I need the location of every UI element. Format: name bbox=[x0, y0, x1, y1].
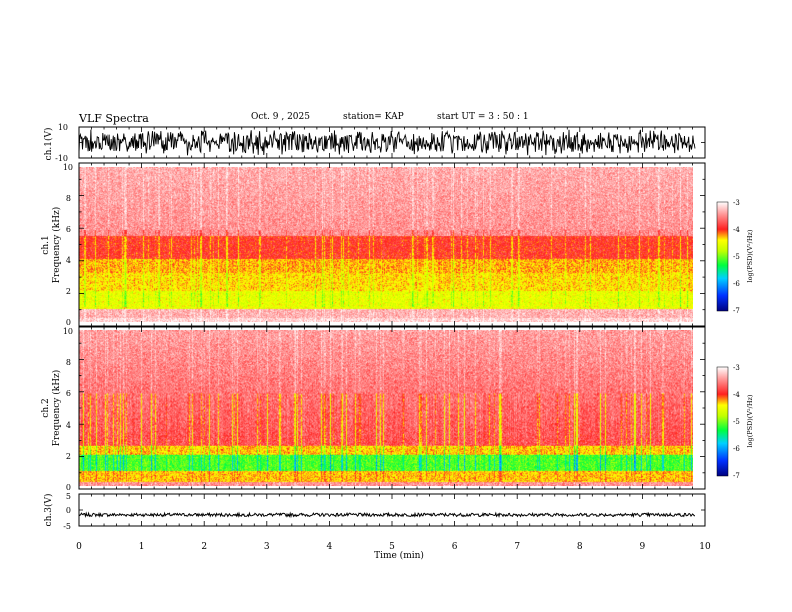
x-tick-label: 2 bbox=[201, 542, 207, 552]
ch1-colorbar-tick: -5 bbox=[733, 253, 740, 261]
ch2-colorbar bbox=[716, 366, 729, 477]
x-tick-label: 9 bbox=[640, 542, 646, 552]
x-tick-label: 4 bbox=[327, 542, 333, 552]
ch2-spec-ytick: 0 bbox=[66, 483, 71, 492]
ch2-colorbar-tick: -4 bbox=[733, 391, 740, 399]
ch1-colorbar-tick: -3 bbox=[733, 199, 740, 207]
ch1-spec-ytick: 2 bbox=[66, 287, 71, 296]
ch3-wave-ytick-top: 5 bbox=[66, 492, 71, 501]
x-tick-label: 7 bbox=[514, 542, 520, 552]
x-tick-label: 5 bbox=[389, 542, 395, 552]
date-label: Oct. 9 , 2025 bbox=[251, 112, 310, 122]
ch2-colorbar-tick: -3 bbox=[733, 364, 740, 372]
ch1-spec-ytick: 0 bbox=[66, 318, 71, 327]
ch1-spec-ytick: 4 bbox=[66, 256, 71, 265]
start-time-label: start UT = 3 : 50 : 1 bbox=[437, 112, 529, 122]
x-tick-label: 8 bbox=[577, 542, 583, 552]
ch3-wave-ytick-mid: 0 bbox=[66, 506, 71, 515]
ch1-colorbar-tick: -6 bbox=[733, 280, 740, 288]
ch1-wave-ylabel: ch.1(V) bbox=[43, 128, 54, 161]
x-axis-title: Time (min) bbox=[374, 550, 424, 561]
ch2-colorbar-tick: -7 bbox=[733, 472, 740, 480]
ch1-spec-ytick: 8 bbox=[66, 194, 71, 203]
ch2-colorbar-tick: -6 bbox=[733, 445, 740, 453]
x-tick-label: 3 bbox=[264, 542, 270, 552]
ch2-spec-ytick: 2 bbox=[66, 452, 71, 461]
ch2-spec-ytick: 10 bbox=[63, 327, 73, 336]
ch1-spec-ytick: 10 bbox=[63, 163, 73, 172]
x-tick-label: 1 bbox=[139, 542, 145, 552]
ch1-spec-ylabel-top: ch.1 bbox=[41, 235, 51, 254]
ch2-colorbar-label: log(PSD)(V²/Hz) bbox=[746, 394, 754, 447]
ch1-spec-ylabel: Frequency (kHz) bbox=[51, 207, 62, 284]
x-tick-label: 0 bbox=[76, 542, 82, 552]
ch2-spec-ytick: 8 bbox=[66, 358, 71, 367]
ch2-colorbar-tick: -5 bbox=[733, 418, 740, 426]
ch1-spectrogram-image bbox=[79, 167, 693, 322]
ch1-colorbar-label: log(PSD)(V²/Hz) bbox=[746, 229, 754, 282]
ch1-colorbar bbox=[716, 201, 729, 312]
station-label: station= KAP bbox=[343, 112, 404, 122]
ch1-colorbar-tick: -7 bbox=[733, 307, 740, 315]
ch3-wave-ytick-bottom: -5 bbox=[63, 522, 71, 531]
ch1-wave-ytick-top: 10 bbox=[58, 123, 68, 132]
ch1-waveform-trace bbox=[78, 129, 696, 156]
ch1-wave-ytick-bottom: -10 bbox=[55, 154, 68, 163]
ch2-spec-ytick: 4 bbox=[66, 421, 71, 430]
ch1-colorbar-tick: -4 bbox=[733, 226, 740, 234]
ch2-spectrogram-image bbox=[79, 330, 693, 486]
ch2-spec-ylabel-top: ch.2 bbox=[41, 398, 51, 417]
x-tick-label: 10 bbox=[699, 542, 711, 552]
x-tick-label: 6 bbox=[452, 542, 458, 552]
ch2-spec-ylabel: Frequency (kHz) bbox=[51, 370, 62, 447]
ch3-waveform-trace bbox=[78, 511, 695, 519]
plot-title: VLF Spectra bbox=[79, 112, 149, 125]
ch2-spec-ytick: 6 bbox=[66, 389, 71, 398]
ch1-spec-ytick: 6 bbox=[66, 225, 71, 234]
axis-ticks bbox=[78, 126, 706, 527]
ch3-wave-ylabel: ch.3(V) bbox=[43, 494, 54, 527]
